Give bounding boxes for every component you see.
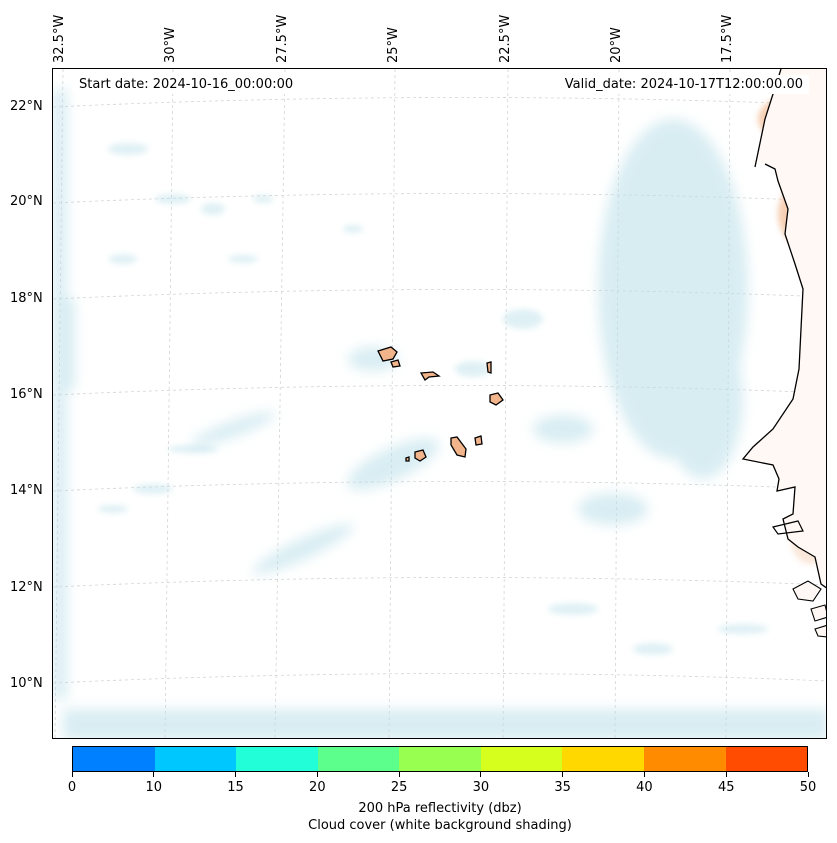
colorbar-tick-label: 25 [390, 780, 408, 795]
cloud-cover-shading [53, 89, 826, 738]
colorbar-tick-label: 15 [227, 780, 244, 795]
colorbar-segment [73, 747, 155, 771]
colorbar-tick-label: 30 [472, 780, 490, 795]
longitude-label: 32.5°W [52, 14, 67, 63]
longitude-label: 25°W [386, 27, 401, 63]
latitude-label: 16°N [10, 387, 43, 402]
island-maio [474, 435, 483, 446]
gambia-border [771, 520, 804, 535]
latitude-label: 10°N [10, 676, 43, 691]
colorbar-tick-label: 45 [717, 780, 735, 795]
latitude-label: 22°N [10, 99, 43, 114]
colorbar-segment [562, 747, 644, 771]
cabo-verde-islands [377, 346, 504, 462]
colorbar-segment [643, 747, 726, 771]
island-santiago [450, 436, 467, 458]
colorbar-tick-label: 10 [145, 780, 163, 795]
colorbar-title: 200 hPa reflectivity (dbz) [358, 801, 522, 816]
colorbar-segment [399, 747, 481, 771]
colorbar-segment [236, 747, 318, 771]
colorbar-tick-label: 0 [67, 780, 77, 795]
latitude-label: 14°N [10, 483, 43, 498]
colorbar-tick [807, 772, 809, 777]
colorbar-tick [316, 772, 318, 777]
colorbar-tick [235, 772, 237, 777]
colorbar-segment [154, 747, 237, 771]
colorbar-tick [480, 772, 482, 777]
island-sao-vicente [390, 359, 401, 368]
colorbar-tick [398, 772, 400, 777]
start-date-label: Start date: 2024-10-16_00:00:00 [73, 75, 300, 94]
bissagos-coast [792, 580, 826, 638]
colorbar-segment [317, 747, 400, 771]
reflectivity-colorbar [72, 746, 808, 772]
colorbar-tick [725, 772, 727, 777]
colorbar-subtitle: Cloud cover (white background shading) [308, 818, 572, 833]
island-brava [405, 456, 410, 462]
island-boa-vista [489, 392, 504, 406]
colorbar-segment [725, 747, 808, 771]
island-sao-nicolau [419, 371, 441, 381]
colorbar-tick-label: 50 [799, 780, 817, 795]
colorbar-tick [153, 772, 155, 777]
latitude-label: 18°N [10, 291, 43, 306]
map-canvas [53, 69, 826, 738]
colorbar-tick-label: 20 [309, 780, 326, 795]
colorbar-tick-label: 40 [636, 780, 653, 795]
longitude-label: 27.5°W [275, 14, 290, 63]
map-panel [52, 68, 827, 739]
latitude-label: 20°N [10, 194, 43, 209]
colorbar-segment [480, 747, 563, 771]
longitude-label: 22.5°W [498, 14, 513, 63]
latitude-label: 12°N [10, 580, 43, 595]
island-santo-antao [377, 346, 398, 362]
longitude-label: 20°W [609, 27, 624, 63]
longitude-label: 30°W [163, 27, 178, 63]
longitude-label: 17.5°W [720, 14, 735, 63]
colorbar-tick [643, 772, 645, 777]
colorbar-tick-label: 35 [554, 780, 571, 795]
colorbar-tick [562, 772, 564, 777]
colorbar-tick [71, 772, 73, 777]
island-fogo [414, 449, 427, 462]
valid-date-label: Valid_date: 2024-10-17T12:00:00.00 [558, 75, 809, 94]
africa-coastline [743, 69, 826, 588]
island-sal [486, 361, 492, 374]
